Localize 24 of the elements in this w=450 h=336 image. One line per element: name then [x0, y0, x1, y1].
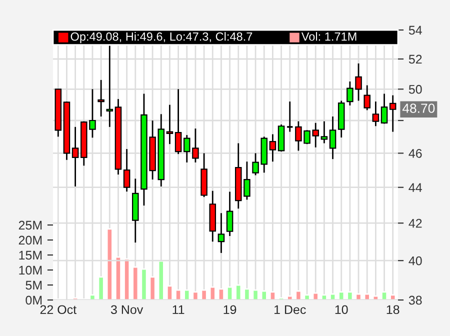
- annotation: 48.70: [402, 104, 435, 113]
- y-tick-label: 44: [408, 183, 422, 192]
- x-tick-label: 3 Nov: [110, 305, 144, 314]
- x-tick-label: 22 Oct: [40, 305, 76, 314]
- x-tick-label: 11: [172, 305, 184, 314]
- annotation: Vol: 1.71M: [301, 32, 356, 41]
- x-tick-label: 1 Dec: [274, 305, 306, 314]
- y-tick-label: 40: [408, 256, 422, 266]
- y-tick-label: 50: [408, 84, 422, 94]
- y2-tick-label: 25M: [18, 220, 42, 230]
- annotation: Op:49.08, Hi:49.6, Lo:47.3, Cl:48.7: [70, 32, 252, 44]
- x-tick-label: 10: [335, 305, 348, 314]
- y-tick-label: 54: [408, 26, 422, 35]
- x-tick-label: 18: [386, 305, 400, 314]
- y-tick-label: 42: [408, 218, 422, 228]
- y-tick-label: 52: [408, 54, 422, 64]
- x-tick-label: 19: [224, 305, 236, 314]
- y2-tick-label: 0M: [26, 296, 42, 305]
- y-tick-label: 38: [408, 296, 422, 305]
- y2-tick-label: 10M: [19, 266, 42, 275]
- y2-tick-label: 5M: [26, 280, 42, 290]
- y2-tick-label: 20M: [18, 236, 42, 245]
- y2-tick-label: 15M: [19, 250, 42, 260]
- y-tick-label: 46: [408, 149, 422, 158]
